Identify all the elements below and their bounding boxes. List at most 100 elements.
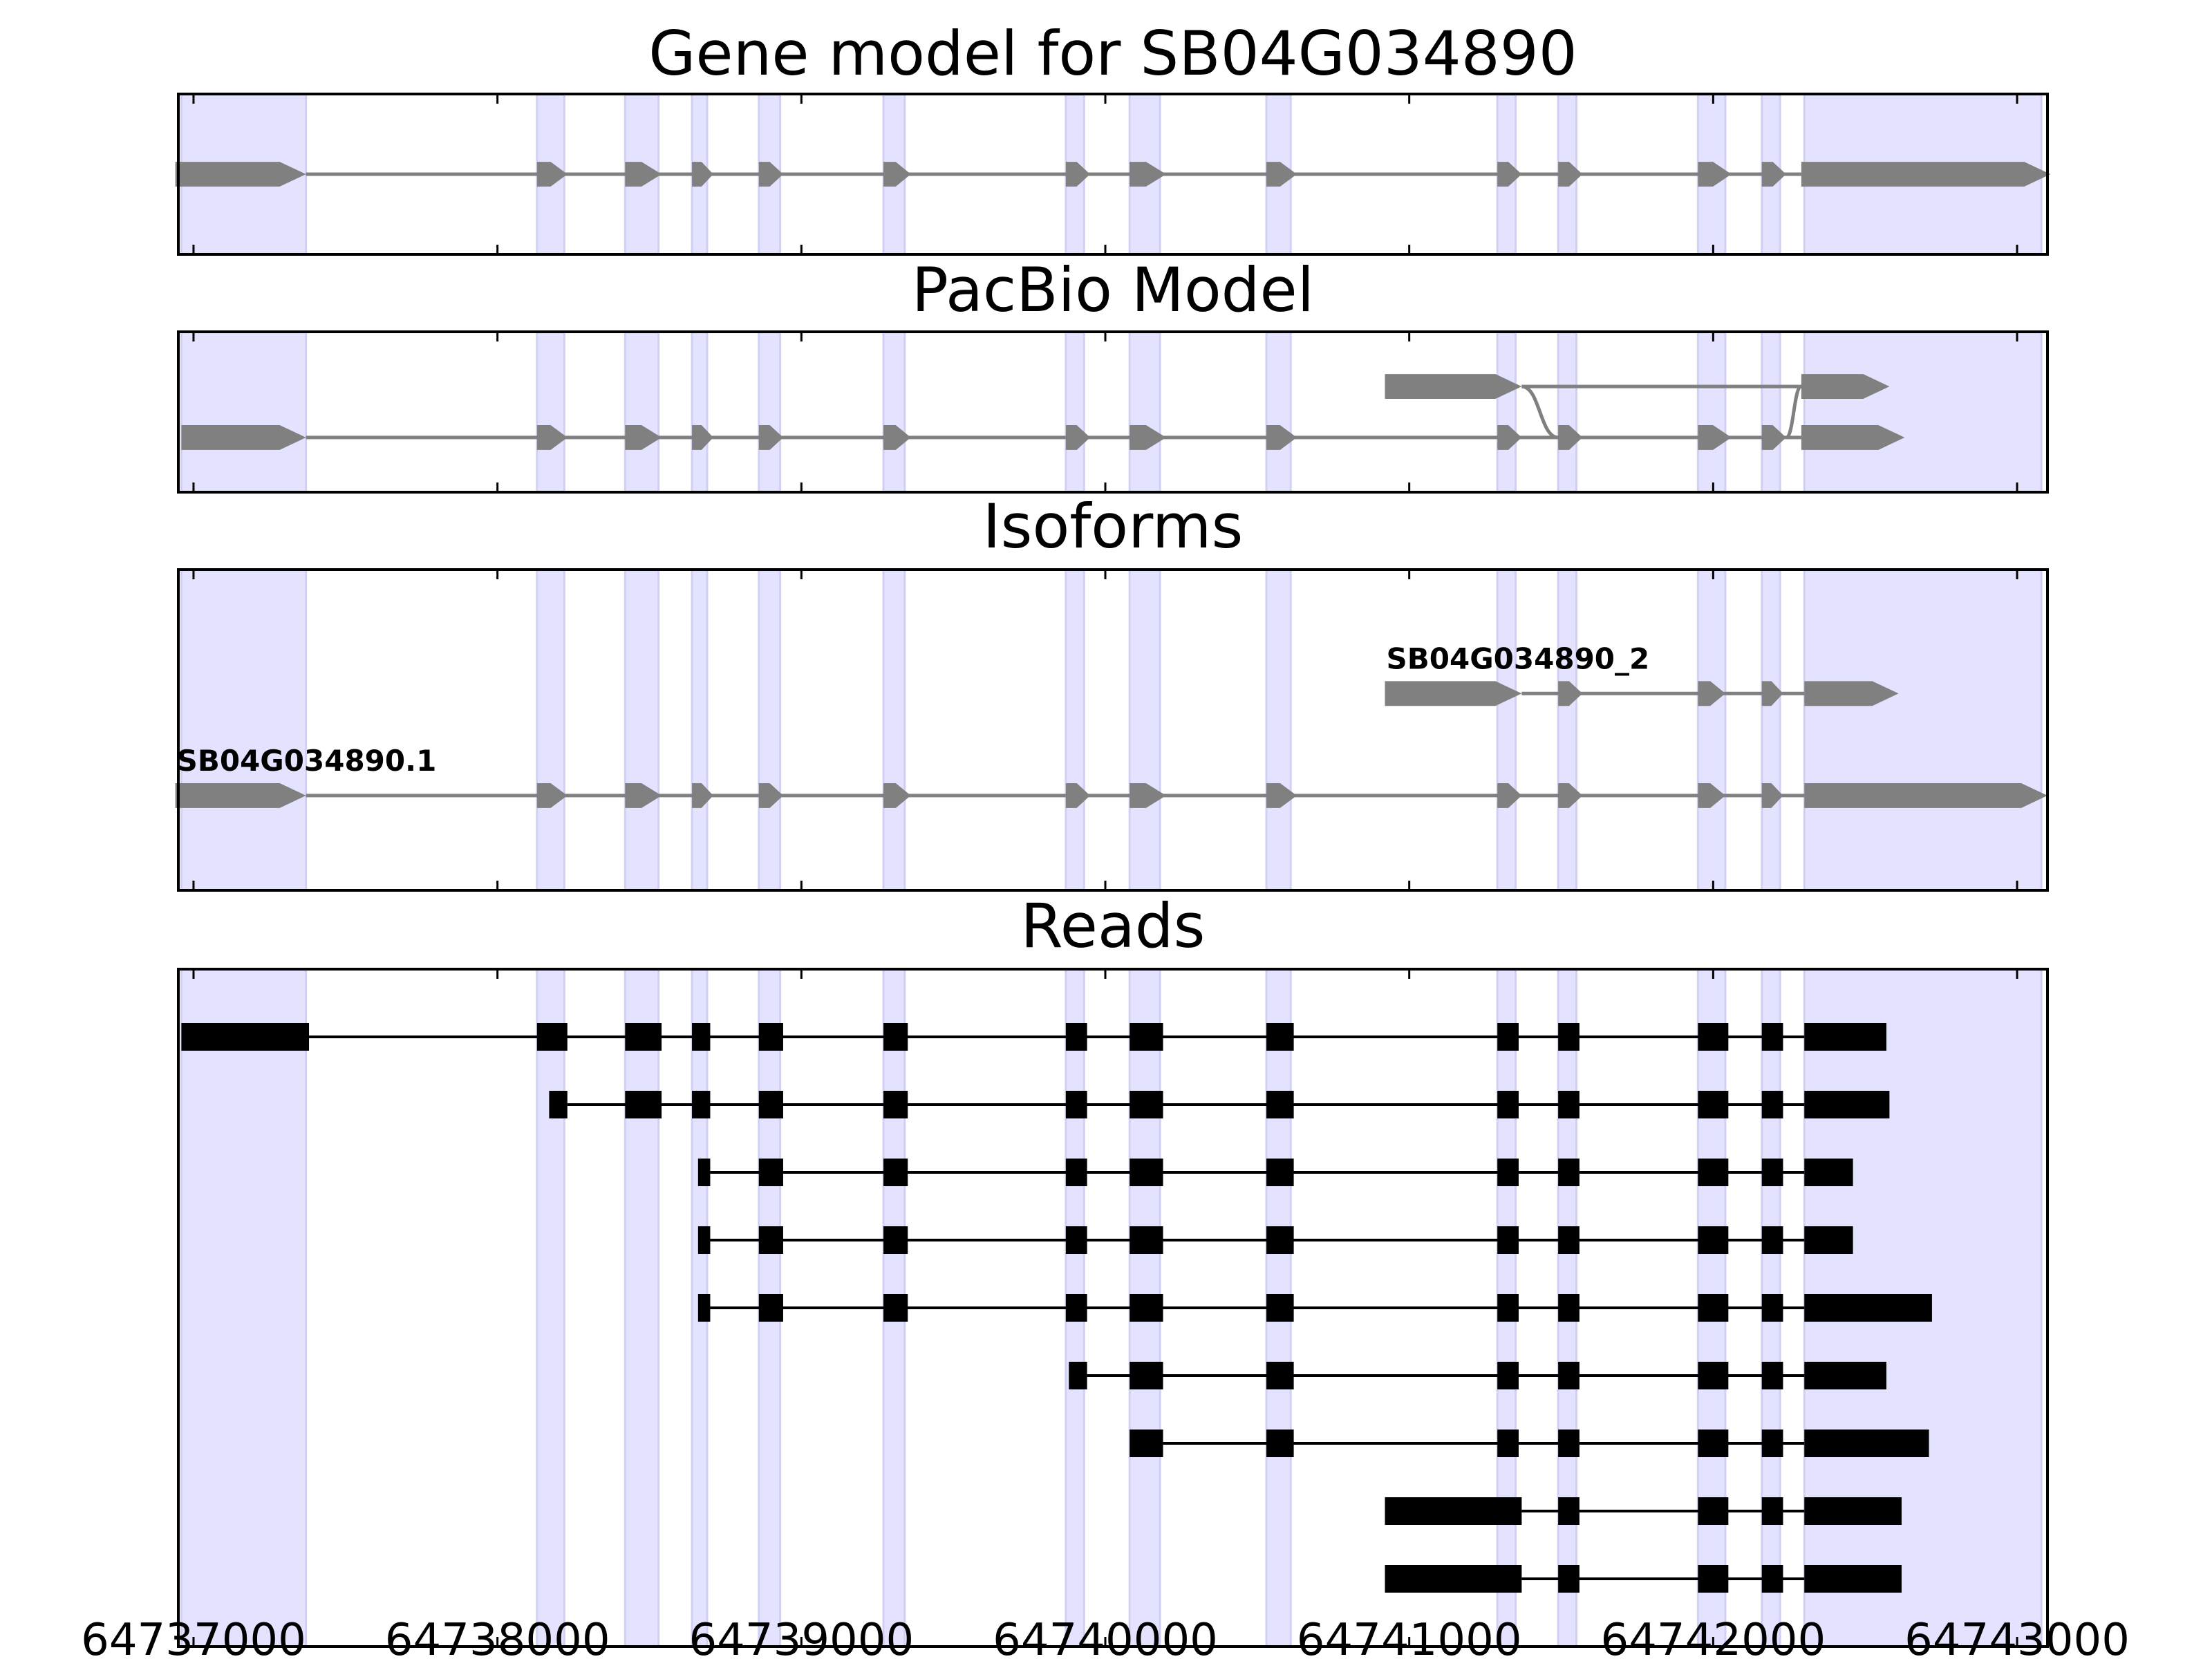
exon-band	[1696, 568, 1727, 892]
read-exon	[1497, 1091, 1519, 1118]
read-exon	[1804, 1091, 1890, 1118]
exon-arrow	[1558, 424, 1583, 450]
panel-pacbio-model: PacBio Model	[177, 254, 2049, 494]
exon-band	[1065, 330, 1085, 494]
read-exon	[883, 1294, 908, 1322]
exon-band	[691, 330, 709, 494]
exon-arrow	[1130, 424, 1166, 450]
exon-arrow	[1130, 162, 1166, 187]
exon-arrow	[1698, 681, 1725, 706]
read-exon	[1761, 1565, 1783, 1593]
read-exon	[1558, 1362, 1580, 1389]
read-exon	[1266, 1362, 1294, 1389]
read-exon	[1497, 1430, 1519, 1457]
x-tick-label: 64739000	[688, 1615, 914, 1659]
read-exon	[1558, 1497, 1580, 1525]
read-exon	[1130, 1091, 1163, 1118]
read-exon	[758, 1091, 783, 1118]
read-exon	[1698, 1430, 1729, 1457]
exon-arrow	[1761, 424, 1786, 450]
read-exon	[697, 1159, 711, 1186]
read-exon	[1266, 1226, 1294, 1254]
exon-arrow	[1385, 681, 1522, 706]
exon-arrow	[883, 424, 911, 450]
x-tick-label: 64738000	[385, 1615, 610, 1659]
exon-arrow	[1804, 782, 2047, 808]
exon-band	[1128, 330, 1161, 494]
exon-band	[758, 330, 782, 494]
read-exon	[1761, 1023, 1783, 1051]
read-exon	[1065, 1226, 1087, 1254]
read-exon	[1804, 1294, 1932, 1322]
read-exon	[1698, 1497, 1729, 1525]
exon-band	[1128, 568, 1161, 892]
exon-band	[536, 330, 565, 494]
read-exon	[1065, 1294, 1087, 1322]
exon-arrow	[1266, 782, 1297, 808]
exon-band	[691, 568, 709, 892]
read-exon	[1698, 1565, 1729, 1593]
read-exon	[692, 1023, 711, 1051]
x-tick-label: 64740000	[993, 1615, 1218, 1659]
read-exon	[1761, 1294, 1783, 1322]
read-exon	[1698, 1362, 1729, 1389]
exon-arrow	[536, 782, 568, 808]
x-tick-label: 64741000	[1297, 1615, 1522, 1659]
exon-arrow	[1761, 162, 1786, 187]
read-exon	[1804, 1023, 1886, 1051]
exon-arrow	[1065, 424, 1091, 450]
read-exon	[1065, 1159, 1087, 1186]
exon-band	[1803, 330, 2043, 494]
exon-arrow	[1497, 424, 1522, 450]
read-exon	[1804, 1159, 1853, 1186]
read-exon	[1558, 1294, 1580, 1322]
read-exon	[1804, 1430, 1929, 1457]
read-exon	[758, 1294, 783, 1322]
read-exon	[1130, 1362, 1163, 1389]
panel-plot-pacbio-model	[177, 330, 2049, 494]
read-exon	[1497, 1362, 1519, 1389]
exon-arrow	[692, 424, 713, 450]
exon-band	[1265, 330, 1292, 494]
read-exon	[1558, 1023, 1580, 1051]
exon-arrow	[1130, 782, 1166, 808]
read-exon	[1698, 1226, 1729, 1254]
panel-plot-gene-model	[175, 93, 2051, 256]
exon-arrow	[1497, 162, 1522, 187]
exon-band	[882, 568, 906, 892]
exon-arrow	[181, 424, 306, 450]
read-exon	[1266, 1023, 1294, 1051]
exon-arrow	[758, 424, 783, 450]
read-exon	[1761, 1159, 1783, 1186]
splice-curve	[1521, 384, 1559, 440]
axes-frame	[177, 330, 2049, 494]
read-exon	[1761, 1226, 1783, 1254]
read-exon	[697, 1294, 711, 1322]
exon-band	[882, 330, 906, 494]
exon-band	[1557, 568, 1578, 892]
read-exon	[1698, 1091, 1729, 1118]
panel-isoforms: Isoforms SB04G034890_2 SB04G034890.1	[175, 491, 2049, 892]
read-exon	[1497, 1226, 1519, 1254]
isoform-label: SB04G034890_2	[1387, 641, 1650, 675]
exon-arrow	[1804, 681, 1899, 706]
exon-arrow	[1385, 374, 1522, 400]
read-exon	[549, 1091, 568, 1118]
exon-band	[180, 968, 308, 1648]
read-exon	[1698, 1023, 1729, 1051]
panel-reads: Reads	[177, 890, 2049, 1648]
read-exon	[1130, 1294, 1163, 1322]
panel-title-gene-model: Gene model for SB04G034890	[648, 18, 1577, 89]
exon-arrow	[1761, 681, 1783, 706]
exon-arrow	[1801, 374, 1890, 400]
exon-arrow	[1801, 424, 1905, 450]
exon-arrow	[1266, 162, 1297, 187]
exon-band	[624, 330, 660, 494]
exon-band	[536, 968, 565, 1648]
read-exon	[1130, 1430, 1163, 1457]
panel-gene-model: Gene model for SB04G034890	[175, 18, 2051, 256]
exon-arrow	[758, 162, 783, 187]
read-exon	[1065, 1023, 1087, 1051]
exon-band	[1265, 568, 1292, 892]
